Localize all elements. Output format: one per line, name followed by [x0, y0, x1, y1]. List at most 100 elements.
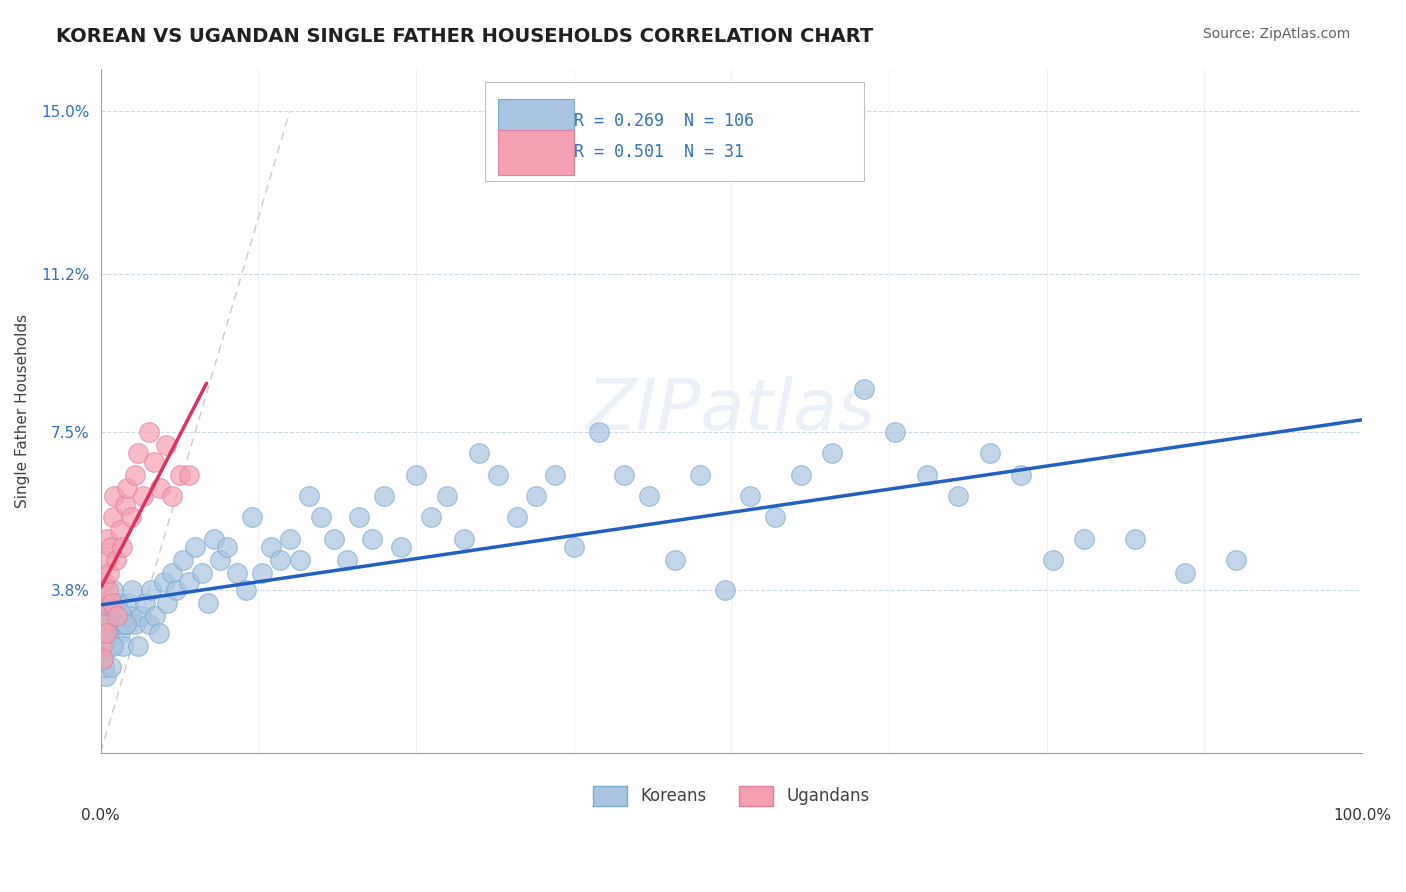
Ugandans [127, 446, 149, 460]
Ugandans [155, 438, 177, 452]
Ugandans [104, 553, 127, 567]
Koreans [664, 553, 686, 567]
Koreans [821, 446, 844, 460]
Koreans [152, 574, 174, 589]
Koreans [979, 446, 1001, 460]
Koreans [288, 553, 311, 567]
Ugandans [105, 608, 128, 623]
Koreans [96, 630, 118, 644]
Text: R = 0.269  N = 106: R = 0.269 N = 106 [574, 112, 754, 130]
Koreans [172, 553, 194, 567]
FancyBboxPatch shape [498, 130, 574, 175]
Ugandans [94, 626, 117, 640]
Koreans [405, 467, 427, 482]
Koreans [124, 617, 146, 632]
Koreans [100, 660, 122, 674]
Koreans [298, 489, 321, 503]
Text: R = 0.501  N = 31: R = 0.501 N = 31 [574, 143, 744, 161]
Koreans [108, 626, 131, 640]
Ugandans [120, 510, 142, 524]
Ugandans [149, 481, 172, 495]
Ugandans [142, 455, 165, 469]
Koreans [197, 596, 219, 610]
Koreans [215, 541, 238, 555]
Koreans [103, 605, 125, 619]
Koreans [1123, 532, 1146, 546]
Koreans [103, 583, 125, 598]
Koreans [90, 626, 112, 640]
Ugandans [111, 541, 134, 555]
Koreans [104, 617, 127, 632]
Ugandans [91, 651, 114, 665]
Koreans [436, 489, 458, 503]
Koreans [789, 467, 811, 482]
Koreans [162, 566, 184, 580]
Koreans [1073, 532, 1095, 546]
Koreans [613, 467, 636, 482]
Koreans [138, 617, 160, 632]
Koreans [235, 583, 257, 598]
Koreans [114, 617, 136, 632]
Ugandans [115, 481, 138, 495]
Koreans [335, 553, 357, 567]
Koreans [108, 605, 131, 619]
Koreans [506, 510, 529, 524]
Koreans [225, 566, 247, 580]
Koreans [740, 489, 762, 503]
Ugandans [169, 467, 191, 482]
Koreans [453, 532, 475, 546]
Koreans [93, 660, 115, 674]
Koreans [177, 574, 200, 589]
Ugandans [103, 510, 125, 524]
Koreans [96, 596, 118, 610]
Text: 100.0%: 100.0% [1333, 808, 1391, 823]
Ugandans [108, 524, 131, 538]
Koreans [112, 639, 135, 653]
Koreans [544, 467, 567, 482]
Koreans [97, 626, 120, 640]
Ugandans [93, 574, 115, 589]
Ugandans [90, 639, 112, 653]
Koreans [373, 489, 395, 503]
Ugandans [100, 541, 122, 555]
Koreans [111, 608, 134, 623]
Koreans [110, 617, 132, 632]
Koreans [269, 553, 291, 567]
Koreans [250, 566, 273, 580]
Koreans [184, 541, 207, 555]
Koreans [389, 541, 412, 555]
Koreans [468, 446, 491, 460]
Koreans [94, 605, 117, 619]
Koreans [91, 639, 114, 653]
Ugandans [97, 583, 120, 598]
Koreans [588, 425, 610, 439]
Ugandans [98, 566, 121, 580]
Ugandans [138, 425, 160, 439]
Koreans [202, 532, 225, 546]
Koreans [524, 489, 547, 503]
Koreans [240, 510, 263, 524]
Koreans [1225, 553, 1247, 567]
Koreans [156, 596, 179, 610]
Koreans [278, 532, 301, 546]
Text: ZIPatlas: ZIPatlas [586, 376, 876, 445]
Koreans [93, 608, 115, 623]
Koreans [1042, 553, 1064, 567]
Koreans [94, 669, 117, 683]
Koreans [127, 639, 149, 653]
Koreans [107, 608, 129, 623]
Koreans [311, 510, 333, 524]
Koreans [101, 639, 124, 653]
Ugandans [132, 489, 155, 503]
Koreans [360, 532, 382, 546]
Koreans [105, 596, 128, 610]
Koreans [129, 608, 152, 623]
Koreans [134, 596, 156, 610]
Koreans [100, 596, 122, 610]
Ugandans [91, 617, 114, 632]
Koreans [420, 510, 443, 524]
Koreans [765, 510, 787, 524]
Koreans [91, 651, 114, 665]
Koreans [323, 532, 346, 546]
Koreans [260, 541, 283, 555]
